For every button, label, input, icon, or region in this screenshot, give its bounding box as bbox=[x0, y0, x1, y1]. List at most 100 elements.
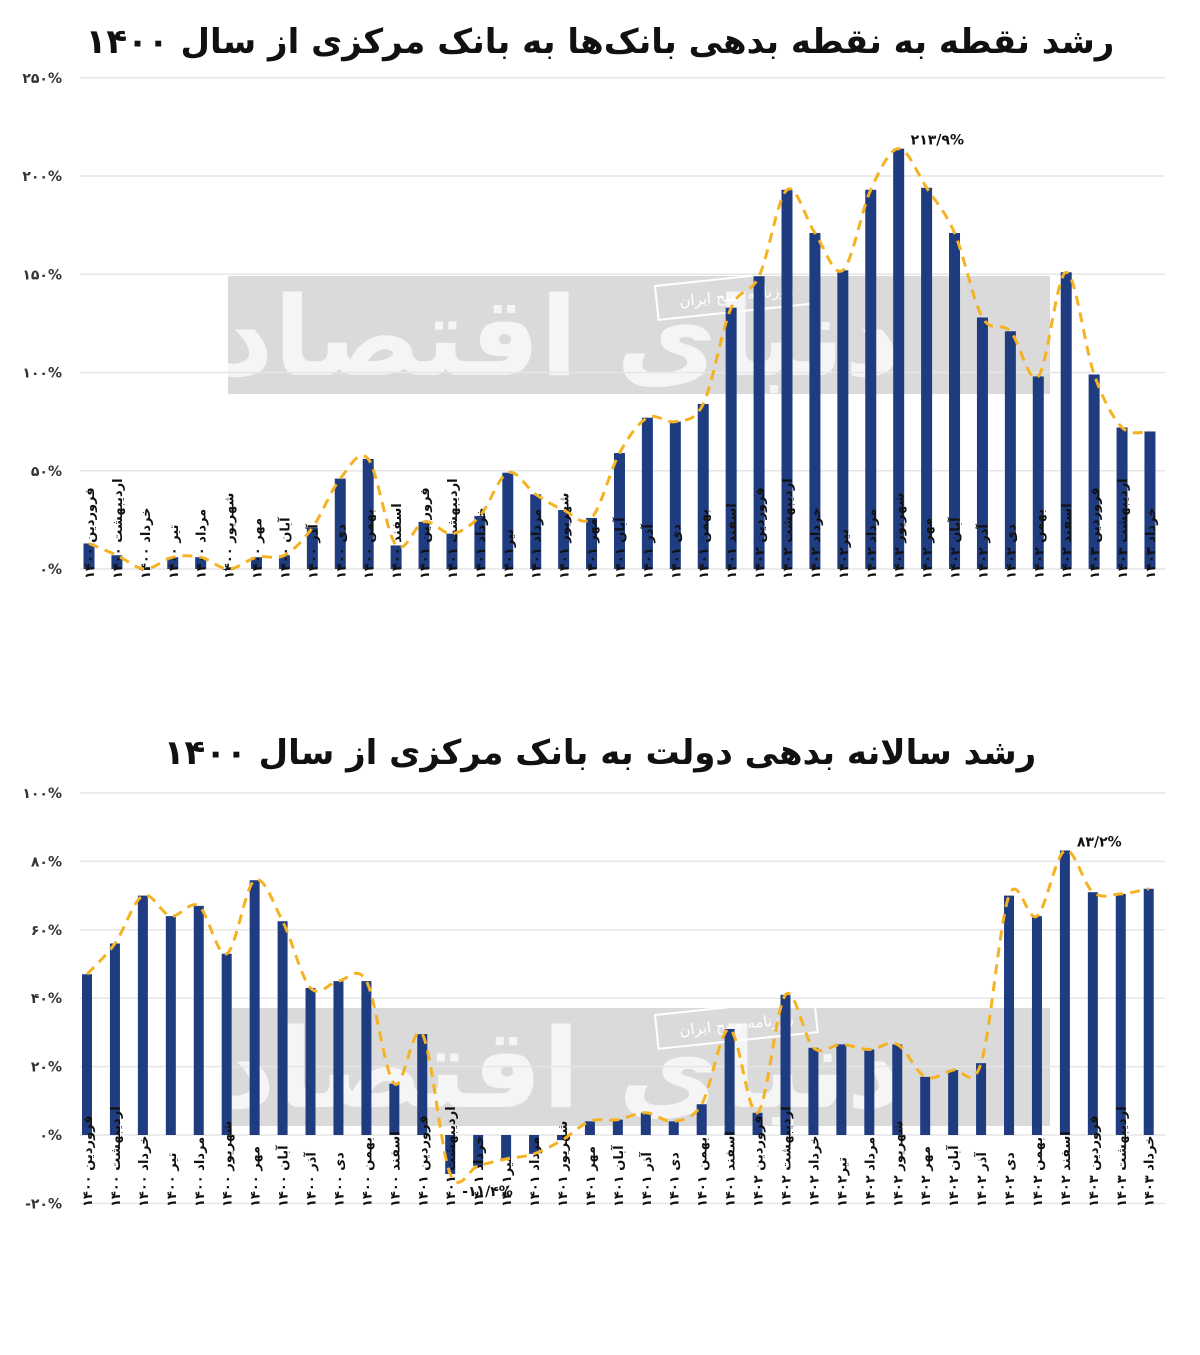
y-tick-label: -۲۰% bbox=[25, 1196, 62, 1212]
x-tick-label: تیر۱۴۰۱ bbox=[500, 1157, 515, 1207]
x-tick-label: شهریور ۱۴۰۱ bbox=[556, 1121, 571, 1207]
bar bbox=[474, 515, 486, 569]
x-tick-label: شهریور ۱۴۰۲ bbox=[893, 493, 908, 579]
bar bbox=[725, 307, 737, 569]
bar bbox=[668, 1121, 679, 1135]
bar bbox=[390, 545, 402, 569]
bar bbox=[921, 187, 933, 569]
bar bbox=[669, 421, 681, 569]
data-label: ۲۱۳/۹% bbox=[911, 133, 964, 149]
x-tick-label: اسفند ۱۴۰۲ bbox=[1060, 503, 1075, 579]
bar bbox=[1143, 888, 1154, 1135]
bar bbox=[976, 1063, 987, 1135]
x-tick-label: آبان ۱۴۰۱ bbox=[610, 1145, 627, 1207]
x-tick-label: آذر ۱۴۰۱ bbox=[639, 524, 656, 579]
bar bbox=[1059, 850, 1070, 1135]
bar bbox=[251, 557, 263, 569]
watermark-logo: دنیای اقتصاد bbox=[217, 273, 901, 401]
x-tick-label: مهر ۱۴۰۲ bbox=[919, 1146, 934, 1207]
x-tick-label: خرداد ۱۴۰۰ bbox=[137, 1135, 152, 1207]
watermark-band bbox=[228, 276, 1050, 394]
chart-1-title: رشد نقطه به نقطه بدهی بانک‌ها به بانک مر… bbox=[85, 22, 1115, 62]
bar bbox=[1031, 916, 1042, 1135]
bar bbox=[781, 189, 793, 569]
x-tick-label: اردیبهشت ۱۴۰۰ bbox=[111, 478, 126, 579]
bar bbox=[277, 921, 288, 1135]
x-tick-label: آبان ۱۴۰۱ bbox=[611, 517, 628, 579]
x-tick-label: مهر ۱۴۰۰ bbox=[251, 518, 266, 579]
x-tick-label: بهمن ۱۴۰۰ bbox=[360, 1137, 375, 1207]
bar bbox=[865, 189, 877, 569]
x-tick-label: بهمن ۱۴۰۰ bbox=[362, 509, 377, 579]
x-tick-label: فروردین ۱۴۰۰ bbox=[83, 487, 98, 579]
x-tick-label: فروردین ۱۴۰۱ bbox=[418, 487, 433, 579]
bar bbox=[641, 417, 653, 569]
x-tick-label: مهر ۱۴۰۱ bbox=[586, 518, 601, 579]
x-tick-label: آذر ۱۴۰۰ bbox=[303, 1152, 320, 1207]
x-tick-label: آبان ۱۴۰۰ bbox=[276, 517, 293, 579]
x-tick-label: تیر ۱۴۰۰ bbox=[165, 1152, 180, 1207]
x-tick-label: اردیبهشت ۱۴۰۰ bbox=[109, 1106, 124, 1207]
bar bbox=[1144, 431, 1156, 569]
x-tick-label: خرداد ۱۴۰۳ bbox=[1144, 507, 1159, 579]
watermark-badge bbox=[653, 997, 819, 1050]
x-tick-label: بهمن ۱۴۰۲ bbox=[1032, 509, 1047, 579]
bar bbox=[165, 916, 176, 1135]
bar bbox=[809, 232, 821, 570]
x-tick-label: اردیبهشت ۱۴۰۲ bbox=[780, 1106, 795, 1207]
bar bbox=[530, 494, 542, 569]
x-tick-label: بهمن ۱۴۰۱ bbox=[697, 509, 712, 579]
bar bbox=[305, 987, 316, 1135]
y-tick-label: ۲۰% bbox=[31, 1060, 62, 1076]
x-tick-label: خرداد ۱۴۰۲ bbox=[809, 507, 824, 579]
x-tick-label: دی ۱۴۰۲ bbox=[1004, 524, 1019, 579]
bar bbox=[82, 974, 92, 1135]
x-tick-label: خرداد ۱۴۰۱ bbox=[474, 507, 489, 579]
bar bbox=[1115, 893, 1126, 1135]
bar bbox=[949, 232, 961, 570]
bar bbox=[1060, 272, 1072, 569]
x-tick-label: فروردین ۱۴۰۱ bbox=[416, 1115, 431, 1207]
x-tick-label: شهریور ۱۴۰۰ bbox=[223, 493, 238, 579]
x-tick-label: آبان ۱۴۰۰ bbox=[275, 1145, 292, 1207]
bar bbox=[333, 981, 344, 1135]
x-tick-label: شهریور ۱۴۰۰ bbox=[221, 1121, 236, 1207]
bar bbox=[920, 1076, 931, 1135]
bar bbox=[529, 1135, 540, 1154]
x-tick-label: بهمن ۱۴۰۱ bbox=[696, 1137, 711, 1207]
bar bbox=[837, 270, 849, 569]
x-tick-label: اسفند ۱۴۰۰ bbox=[390, 503, 405, 579]
bar bbox=[640, 1112, 651, 1135]
x-tick-label: فروردین ۱۴۰۲ bbox=[753, 487, 768, 579]
bar bbox=[446, 533, 458, 569]
bar bbox=[808, 1047, 819, 1135]
bar bbox=[109, 943, 120, 1135]
x-tick-label: تیر۱۴۰۱ bbox=[502, 529, 517, 579]
y-tick-label: ۶۰% bbox=[31, 923, 62, 939]
bar bbox=[111, 555, 123, 569]
x-tick-label: اردیبهشت ۱۴۰۳ bbox=[1115, 1106, 1130, 1207]
x-tick-label: مهر ۱۴۰۰ bbox=[249, 1146, 264, 1207]
y-tick-label: ۰% bbox=[39, 1128, 62, 1144]
bar bbox=[1004, 331, 1016, 569]
bar bbox=[167, 557, 179, 569]
x-tick-label: تیر ۱۴۰۰ bbox=[167, 524, 182, 579]
y-tick-label: ۴۰% bbox=[31, 991, 62, 1007]
x-tick-label: خرداد ۱۴۰۰ bbox=[139, 507, 154, 579]
x-tick-label: آذر ۱۴۰۱ bbox=[638, 1152, 655, 1207]
y-tick-label: ۲۵۰% bbox=[22, 71, 62, 87]
x-tick-label: خرداد ۱۴۰۲ bbox=[807, 1135, 822, 1207]
x-tick-label: تیر۱۴۰۲ bbox=[837, 529, 852, 579]
y-tick-label: ۲۰۰% bbox=[22, 169, 62, 185]
x-tick-label: مرداد ۱۴۰۲ bbox=[863, 1137, 878, 1207]
x-tick-label: فروردین ۱۴۰۲ bbox=[752, 1115, 767, 1207]
bar bbox=[1032, 376, 1044, 569]
bar bbox=[501, 1135, 512, 1159]
bar bbox=[137, 895, 148, 1135]
x-tick-label: شهریور ۱۴۰۲ bbox=[891, 1121, 906, 1207]
y-tick-label: ۵۰% bbox=[31, 464, 62, 480]
x-tick-label: اسفند ۱۴۰۱ bbox=[724, 1131, 739, 1207]
bar bbox=[473, 1135, 484, 1166]
bar bbox=[306, 527, 318, 569]
